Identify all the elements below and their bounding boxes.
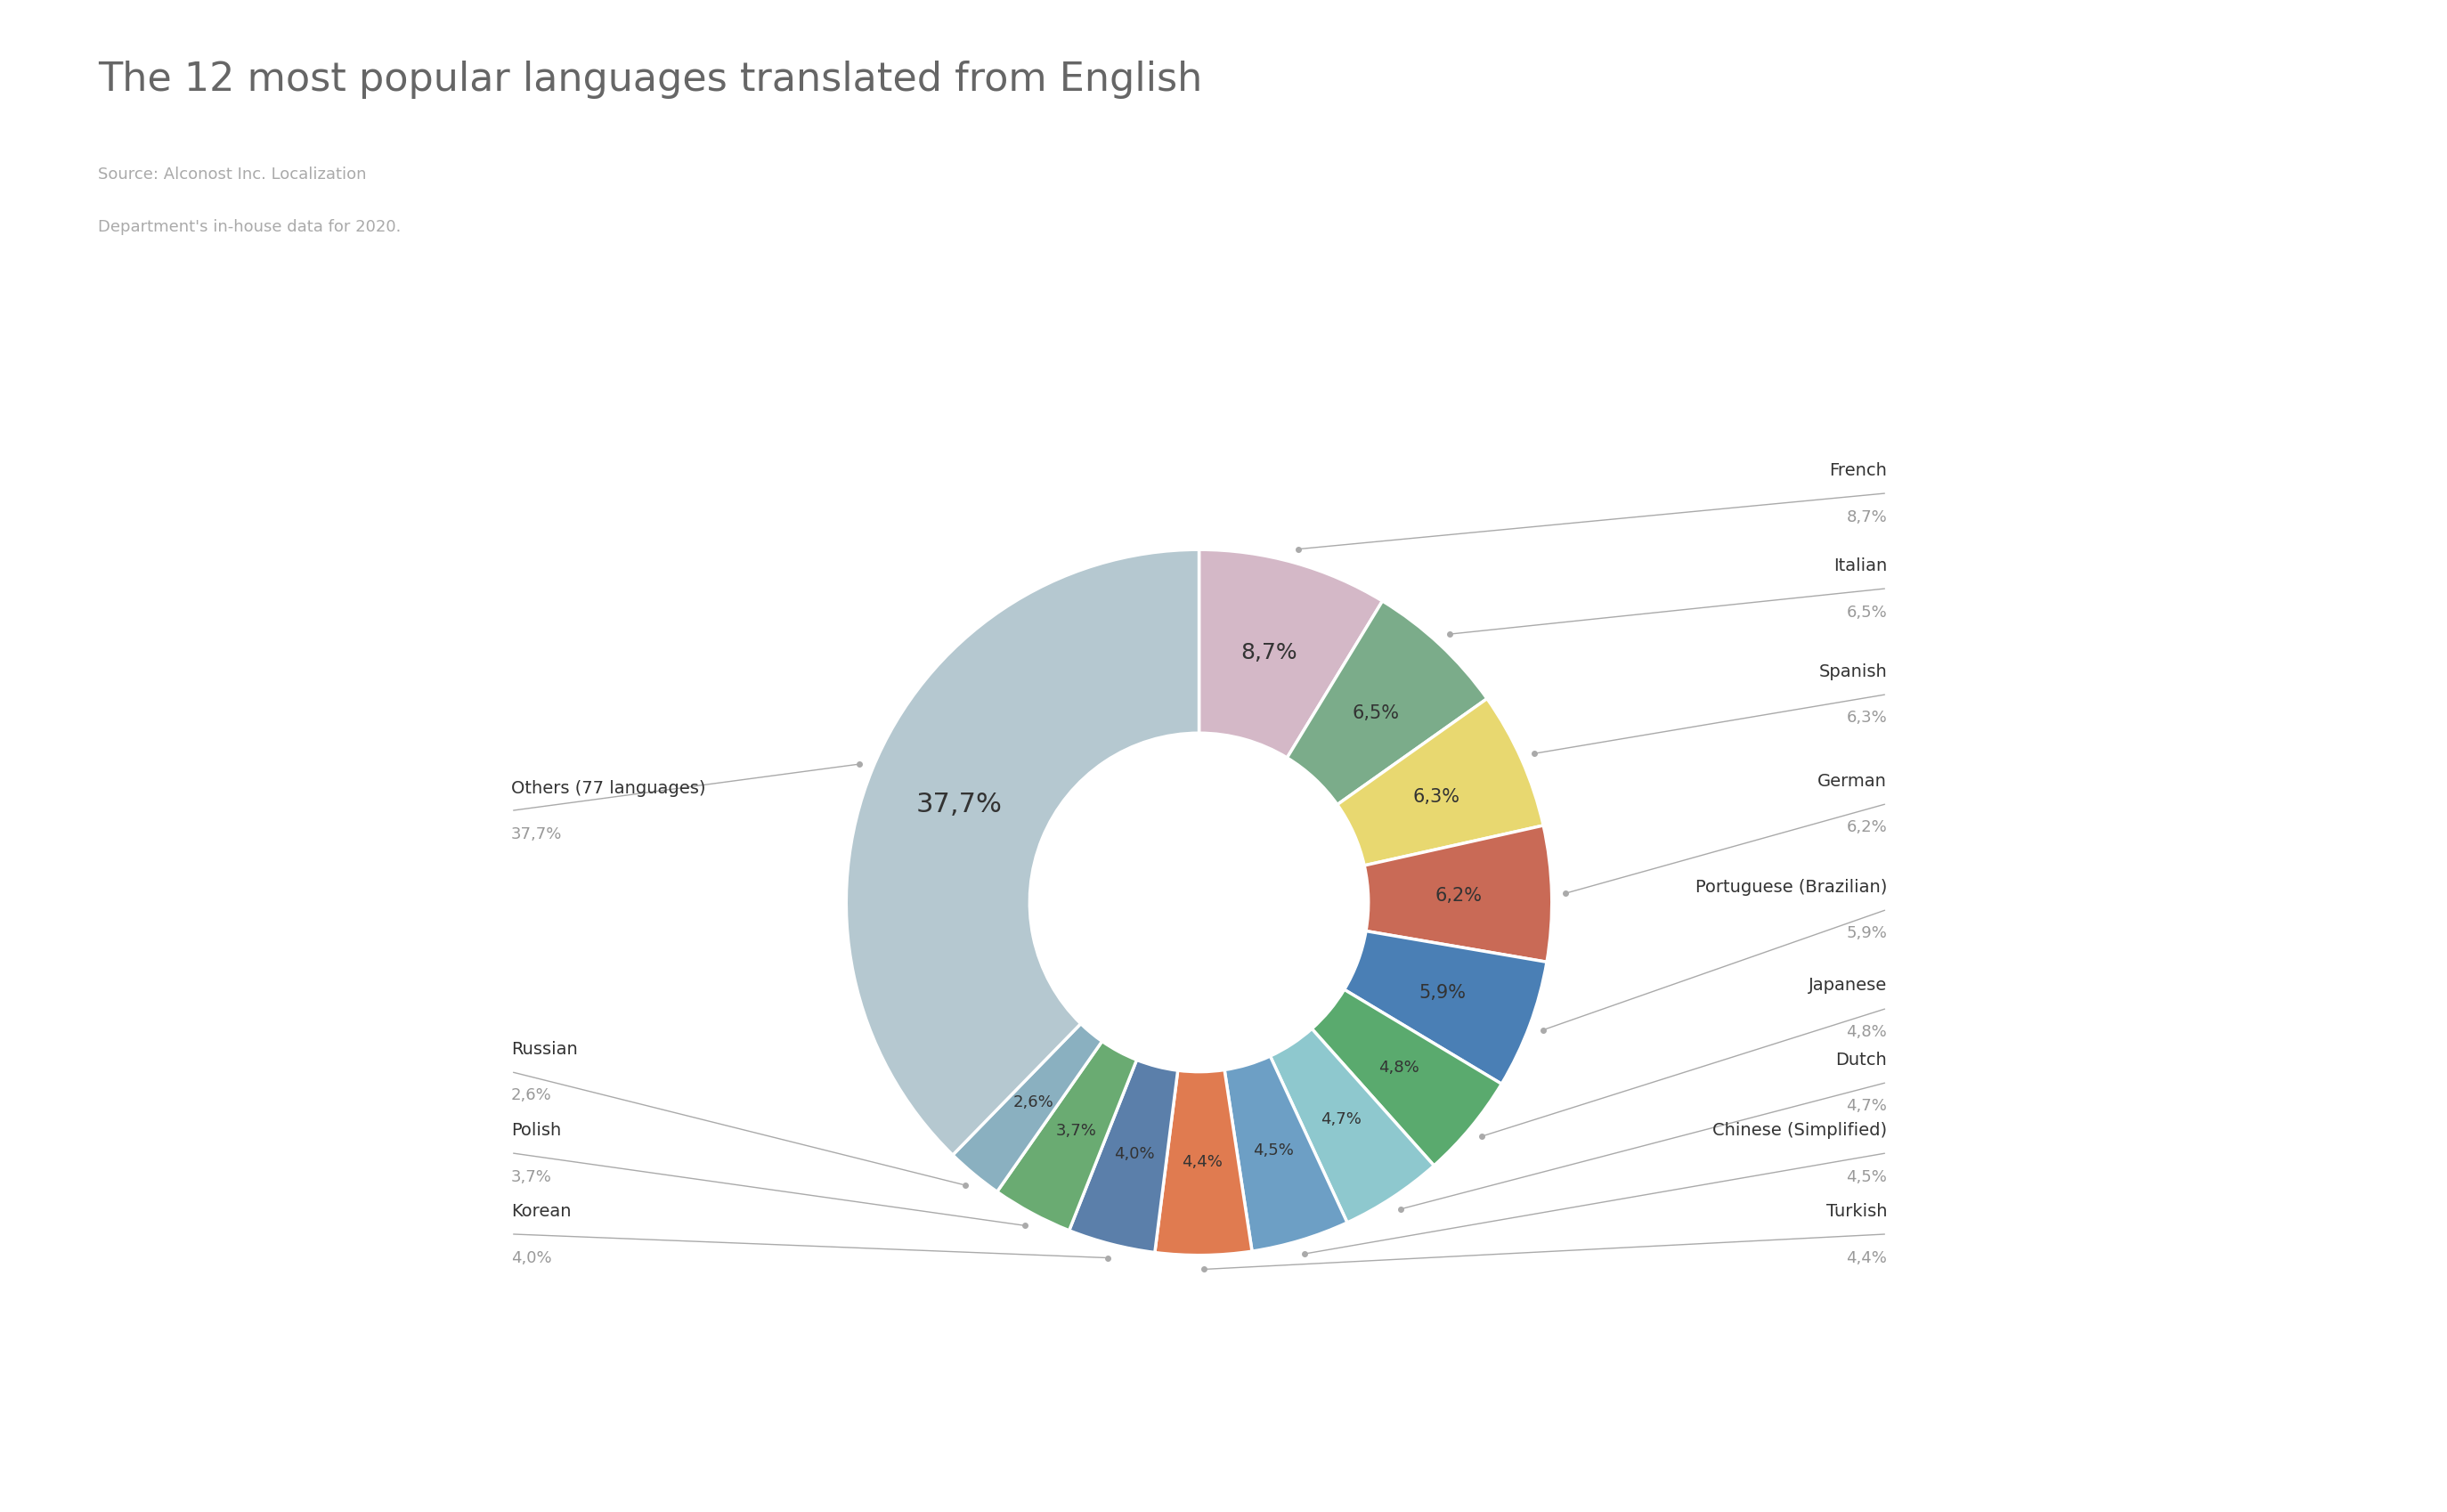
Text: 4,0%: 4,0%: [1113, 1146, 1155, 1161]
Text: 6,3%: 6,3%: [1412, 788, 1461, 806]
Wedge shape: [1155, 1070, 1253, 1255]
Text: 3,7%: 3,7%: [511, 1169, 553, 1185]
Wedge shape: [1336, 699, 1544, 865]
Text: 6,5%: 6,5%: [1353, 705, 1400, 721]
Text: 5,9%: 5,9%: [1845, 925, 1887, 942]
Text: Polish: Polish: [511, 1122, 560, 1139]
Text: 6,2%: 6,2%: [1847, 820, 1887, 836]
Wedge shape: [1270, 1028, 1434, 1223]
Text: 8,7%: 8,7%: [1847, 510, 1887, 525]
Text: Others (77 languages): Others (77 languages): [511, 780, 705, 797]
Wedge shape: [1069, 1060, 1177, 1252]
Text: 4,4%: 4,4%: [1182, 1154, 1224, 1170]
Wedge shape: [996, 1042, 1138, 1231]
Wedge shape: [847, 549, 1199, 1155]
Text: ALCONOST: ALCONOST: [2163, 94, 2239, 110]
Text: Department's in-house data for 2020.: Department's in-house data for 2020.: [98, 219, 401, 236]
Text: 3,7%: 3,7%: [1055, 1123, 1096, 1139]
Text: 5,9%: 5,9%: [1419, 984, 1466, 1001]
Text: Source: Alconost Inc. Localization: Source: Alconost Inc. Localization: [98, 166, 367, 183]
Text: 4,7%: 4,7%: [1845, 1098, 1887, 1114]
Text: Korean: Korean: [511, 1204, 570, 1220]
Text: Chinese (Simplified): Chinese (Simplified): [1713, 1122, 1887, 1139]
Text: The 12 most popular languages translated from English: The 12 most popular languages translated…: [98, 60, 1201, 98]
Text: 4,0%: 4,0%: [511, 1250, 551, 1266]
Text: 8,7%: 8,7%: [1241, 643, 1297, 664]
Text: 4,8%: 4,8%: [1378, 1060, 1419, 1075]
Text: 37,7%: 37,7%: [511, 827, 563, 842]
Text: French: French: [1830, 463, 1887, 479]
Wedge shape: [1287, 600, 1488, 804]
Text: Portuguese (Brazilian): Portuguese (Brazilian): [1696, 878, 1887, 895]
Text: 6,3%: 6,3%: [1847, 711, 1887, 726]
Wedge shape: [1199, 549, 1383, 758]
Wedge shape: [1224, 1055, 1348, 1252]
Text: 4,4%: 4,4%: [1845, 1250, 1887, 1266]
Text: Spanish: Spanish: [1818, 664, 1887, 680]
Text: 4,8%: 4,8%: [1847, 1024, 1887, 1040]
Polygon shape: [2055, 80, 2078, 124]
Text: 4,7%: 4,7%: [1321, 1111, 1363, 1126]
Text: 6,2%: 6,2%: [1434, 888, 1483, 904]
Text: 6,5%: 6,5%: [1847, 605, 1887, 620]
Text: 37,7%: 37,7%: [915, 792, 1001, 818]
Text: 2,6%: 2,6%: [1013, 1095, 1055, 1110]
Text: 4,5%: 4,5%: [1253, 1143, 1294, 1158]
Text: 4,5%: 4,5%: [1845, 1169, 1887, 1185]
Text: Dutch: Dutch: [1835, 1051, 1887, 1069]
Text: German: German: [1818, 773, 1887, 789]
Wedge shape: [1312, 989, 1502, 1166]
Wedge shape: [1343, 931, 1547, 1084]
Wedge shape: [952, 1024, 1101, 1191]
Text: 2,6%: 2,6%: [511, 1087, 551, 1104]
Text: Russian: Russian: [511, 1040, 577, 1058]
Text: Italian: Italian: [1833, 558, 1887, 575]
Text: Japanese: Japanese: [1808, 977, 1887, 995]
Wedge shape: [1365, 826, 1551, 962]
Text: Turkish: Turkish: [1825, 1204, 1887, 1220]
